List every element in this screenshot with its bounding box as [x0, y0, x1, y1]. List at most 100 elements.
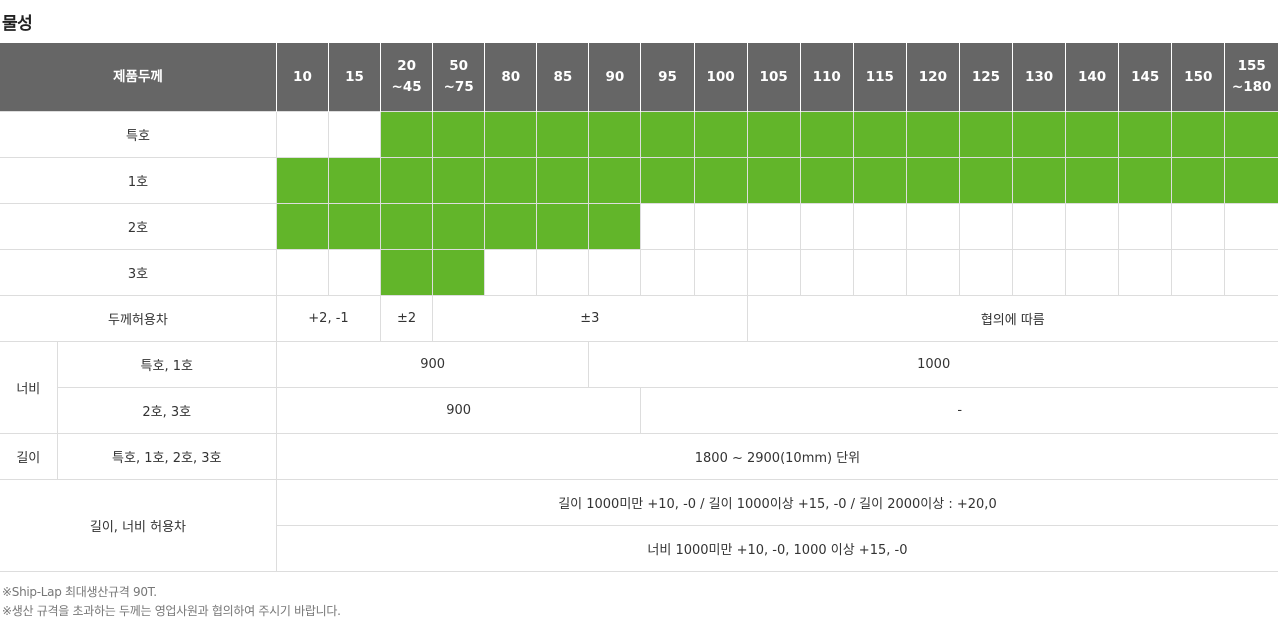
thickness-label: 20	[397, 58, 416, 74]
available-cell	[536, 111, 590, 158]
available-cell	[327, 203, 382, 250]
grade-label: 2호	[0, 203, 277, 250]
available-cell	[958, 111, 1014, 158]
thickness-label: 85	[553, 68, 573, 85]
unavailable-cell	[1118, 203, 1173, 250]
available-cell	[380, 249, 434, 296]
width-row: 너비 특호, 1호 900 1000	[0, 341, 1278, 434]
available-cell	[1011, 157, 1067, 204]
available-cell	[1224, 157, 1278, 204]
available-cell	[1171, 157, 1226, 204]
unavailable-cell	[1224, 203, 1278, 250]
grade-row: 3호	[0, 249, 1278, 296]
length-value: 1800 ~ 2900(10mm) 단위	[275, 433, 1278, 480]
unavailable-cell	[958, 203, 1014, 250]
available-cell	[640, 157, 695, 204]
unavailable-cell	[484, 249, 538, 296]
grade-row: 특호	[0, 111, 1278, 158]
available-cell	[1118, 157, 1173, 204]
note-text: ※생산 규격을 초과하는 두께는 영업사원과 협의하여 주시기 바랍니다.	[2, 604, 341, 618]
available-cell	[693, 157, 748, 204]
available-cell	[432, 111, 486, 158]
thickness-header-cell: 130	[1011, 43, 1066, 112]
tolerance-value: ±2	[380, 295, 434, 342]
width-value: -	[640, 387, 1278, 434]
length-grade-label: 특호, 1호, 2호, 3호	[56, 433, 277, 480]
available-cell	[746, 111, 801, 158]
tolerance-row: 너비 1000미만 +10, -0, 1000 이상 +15, -0	[0, 525, 1278, 572]
unavailable-cell	[640, 249, 695, 296]
grade-label: 3호	[0, 249, 277, 296]
unavailable-cell	[536, 249, 590, 296]
thickness-label: ~180	[1231, 79, 1272, 95]
available-cell	[799, 157, 854, 204]
available-cell	[275, 203, 329, 250]
unavailable-cell	[588, 249, 642, 296]
unavailable-cell	[1065, 249, 1120, 296]
thickness-header-cell: 125	[958, 43, 1013, 112]
thickness-label: 15	[345, 68, 364, 85]
available-cell	[1065, 157, 1120, 204]
spec-table: 제품두께 10 15 20 ~45 50 ~75 80 85 90 95 100 105 110 115 1…	[0, 43, 1278, 572]
thickness-label: 115	[865, 68, 894, 85]
available-cell	[1171, 111, 1226, 158]
thickness-header-cell: 100	[693, 43, 748, 112]
unavailable-cell	[1224, 249, 1278, 296]
available-cell	[432, 157, 486, 204]
grade-label: 특호	[0, 111, 277, 158]
available-cell	[588, 203, 642, 250]
available-cell	[380, 157, 434, 204]
unavailable-cell	[275, 111, 329, 158]
thickness-label: 50	[449, 58, 469, 74]
available-cell	[640, 111, 695, 158]
thickness-header-cell: 140	[1065, 43, 1119, 112]
thickness-tolerance-label: 두께허용차	[0, 295, 277, 342]
unavailable-cell	[746, 203, 801, 250]
available-cell	[905, 111, 960, 158]
available-cell	[432, 249, 486, 296]
unavailable-cell	[746, 249, 801, 296]
thickness-header-cell: 110	[799, 43, 854, 112]
available-cell	[380, 111, 434, 158]
unavailable-cell	[640, 203, 695, 250]
thickness-tolerance-row: 두께허용차 +2, -1 ±2 ±3 협의에 따름	[0, 295, 1278, 342]
thickness-label: 80	[501, 68, 521, 85]
length-width-tolerance-label: 길이, 너비 허용차	[0, 479, 277, 572]
thickness-header-cell: 85	[536, 43, 589, 112]
unavailable-cell	[852, 203, 907, 250]
available-cell	[1011, 111, 1067, 158]
available-cell	[746, 157, 801, 204]
header-product-thickness: 제품두께	[0, 43, 277, 112]
available-cell	[693, 111, 748, 158]
unavailable-cell	[1065, 203, 1120, 250]
thickness-label: 95	[658, 68, 677, 85]
available-cell	[905, 157, 960, 204]
thickness-label: 155	[1237, 58, 1266, 74]
thickness-label: 10	[293, 68, 312, 85]
grade-row: 2호	[0, 203, 1278, 250]
width-row: 2호, 3호 900 -	[0, 387, 1278, 434]
thickness-label: ~75	[443, 79, 474, 95]
available-cell	[1065, 111, 1120, 158]
thickness-header-cell: 120	[905, 43, 960, 112]
width-label: 너비	[0, 341, 58, 434]
thickness-label: 140	[1078, 68, 1107, 85]
thickness-label: 120	[918, 68, 947, 85]
available-cell	[380, 203, 434, 250]
tolerance-value: ±3	[432, 295, 748, 342]
grade-label: 1호	[0, 157, 277, 204]
thickness-label: ~45	[391, 79, 422, 95]
thickness-header-cell: 105	[746, 43, 801, 112]
note-text: ※Ship-Lap 최대생산규격 90T.	[2, 585, 157, 599]
available-cell	[852, 111, 907, 158]
available-cell	[432, 203, 486, 250]
width-grade-label: 특호, 1호	[56, 341, 277, 388]
header-row: 제품두께 10 15 20 ~45 50 ~75 80 85 90 95 100 105 110 115 1…	[0, 43, 1278, 112]
tolerance-value: 협의에 따름	[746, 295, 1278, 342]
unavailable-cell	[1011, 203, 1067, 250]
tolerance-value: +2, -1	[275, 295, 382, 342]
thickness-header-cell: 115	[852, 43, 907, 112]
thickness-label: 105	[759, 68, 788, 85]
available-cell	[275, 157, 329, 204]
